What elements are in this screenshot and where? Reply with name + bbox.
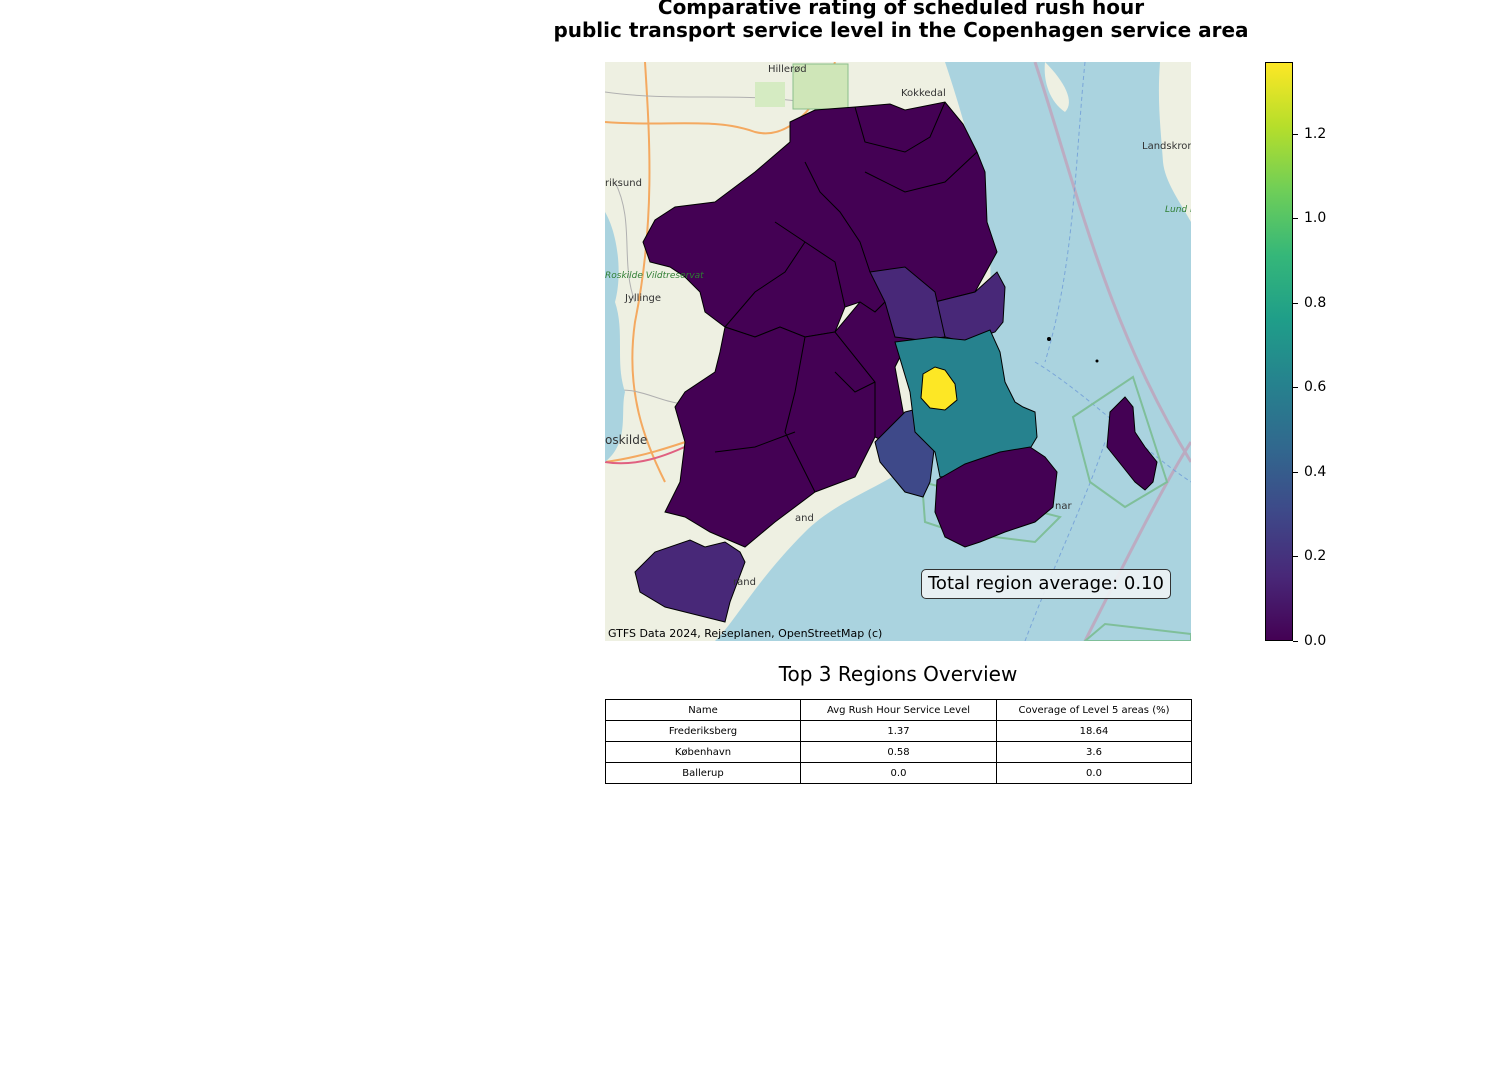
place-label-and: and	[795, 513, 814, 524]
table-header-row: Name Avg Rush Hour Service Level Coverag…	[605, 699, 1192, 721]
place-label-frederikssund: riksund	[605, 178, 642, 189]
colorbar-tick	[1293, 303, 1298, 304]
region-average-label: Total region average: 0.10	[921, 569, 1171, 599]
region-amager	[934, 446, 1058, 548]
table-row: Frederiksberg 1.37 18.64	[605, 720, 1192, 742]
table-row: Ballerup 0.0 0.0	[605, 762, 1192, 784]
region-frederiksberg	[920, 366, 958, 411]
place-label-roskilde-reserve: Roskilde Vildtreservat	[605, 271, 704, 281]
colorbar	[1265, 62, 1293, 641]
regions	[634, 101, 1158, 623]
map-panel: Hillerød Kokkedal Landskron riksund Rosk…	[605, 62, 1191, 641]
colorbar-tick	[1293, 472, 1298, 473]
map-svg: Hillerød Kokkedal Landskron riksund Rosk…	[605, 62, 1191, 641]
islet-2	[1095, 359, 1099, 363]
table-cell-avg: 0.0	[800, 762, 997, 784]
title-line-2: public transport service level in the Co…	[553, 18, 1249, 42]
table-header-name: Name	[605, 699, 801, 721]
table-cell-avg: 0.58	[800, 741, 997, 763]
colorbar-tick	[1293, 641, 1298, 642]
colorbar-tick-label: 0.8	[1304, 295, 1327, 311]
place-label-landskrona: Landskron	[1142, 141, 1191, 152]
table-cell-name: Frederiksberg	[605, 720, 801, 742]
chart-title: Comparative rating of scheduled rush hou…	[0, 0, 1500, 42]
place-label-roskilde: oskilde	[605, 433, 647, 447]
colorbar-tick-label: 0.0	[1304, 633, 1327, 649]
region-kobenhavn	[894, 329, 1038, 478]
region-southwest	[664, 326, 876, 548]
place-label-dragor: nar	[1055, 501, 1072, 512]
colorbar-tick	[1293, 218, 1298, 219]
table-header-coverage: Coverage of Level 5 areas (%)	[996, 699, 1192, 721]
colorbar-tick-label: 0.6	[1304, 379, 1327, 395]
place-label-hillerod: Hillerød	[768, 64, 807, 75]
ven-island	[1044, 62, 1069, 112]
place-label-kokkedal: Kokkedal	[901, 88, 946, 99]
table-cell-avg: 1.37	[800, 720, 997, 742]
place-label-lund: Lund natu	[1165, 205, 1191, 215]
region-south	[634, 539, 746, 623]
table-cell-coverage: 0.0	[996, 762, 1192, 784]
region-saltholm	[1106, 396, 1158, 491]
map-credit: GTFS Data 2024, Rejseplanen, OpenStreetM…	[608, 627, 883, 640]
regions-table: Name Avg Rush Hour Service Level Coverag…	[605, 699, 1192, 784]
islet	[1047, 337, 1051, 341]
table-cell-name: Ballerup	[605, 762, 801, 784]
place-label-jyllinge: Jyllinge	[624, 293, 661, 304]
table-row: København 0.58 3.6	[605, 741, 1192, 763]
title-line-1: Comparative rating of scheduled rush hou…	[657, 0, 1145, 19]
table-header-avg: Avg Rush Hour Service Level	[800, 699, 997, 721]
colorbar-tick	[1293, 556, 1298, 557]
swedish-coast	[1158, 62, 1191, 222]
table-cell-coverage: 18.64	[996, 720, 1192, 742]
colorbar-tick	[1293, 134, 1298, 135]
sea	[715, 62, 1191, 641]
protected-area	[1071, 375, 1169, 509]
colorbar-tick	[1293, 387, 1298, 388]
ferry-routes	[1033, 62, 1191, 641]
colorbar-tick-label: 0.4	[1304, 464, 1327, 480]
forest-area	[792, 63, 849, 110]
roskilde-fjord	[605, 212, 625, 462]
colorbar-tick-label: 0.2	[1304, 548, 1327, 564]
place-label-strand: rand	[733, 577, 756, 588]
park-area	[755, 82, 785, 107]
protected-area-3	[1083, 622, 1191, 641]
table-cell-coverage: 3.6	[996, 741, 1192, 763]
table-cell-name: København	[605, 741, 801, 763]
colorbar-tick-label: 1.2	[1304, 126, 1327, 142]
table-title: Top 3 Regions Overview	[778, 662, 1018, 686]
colorbar-tick-label: 1.0	[1304, 210, 1327, 226]
place-labels: Hillerød Kokkedal Landskron riksund Rosk…	[605, 64, 1191, 588]
